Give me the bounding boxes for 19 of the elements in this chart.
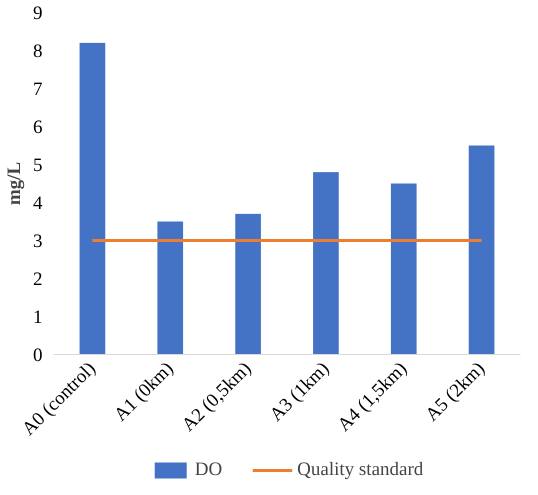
y-tick-label: 5	[33, 155, 42, 176]
y-tick-label: 7	[33, 79, 42, 100]
y-tick-label: 1	[33, 307, 42, 328]
y-tick-label: 8	[33, 41, 42, 62]
y-tick-label: 0	[33, 345, 42, 366]
bar	[80, 42, 106, 354]
bar	[390, 184, 417, 354]
y-tick-label: 3	[33, 231, 42, 252]
bar	[468, 146, 494, 354]
y-tick-label: 4	[33, 193, 43, 214]
bar	[235, 214, 261, 354]
y-axis-title: mg/L	[4, 162, 25, 206]
legend-label: DO	[194, 459, 222, 481]
bar	[313, 172, 339, 354]
y-tick-label: 2	[33, 269, 42, 290]
y-tick-label: 9	[33, 3, 42, 24]
legend-label: Quality standard	[297, 459, 424, 481]
bar	[157, 222, 184, 354]
y-tick-label: 6	[33, 117, 42, 138]
